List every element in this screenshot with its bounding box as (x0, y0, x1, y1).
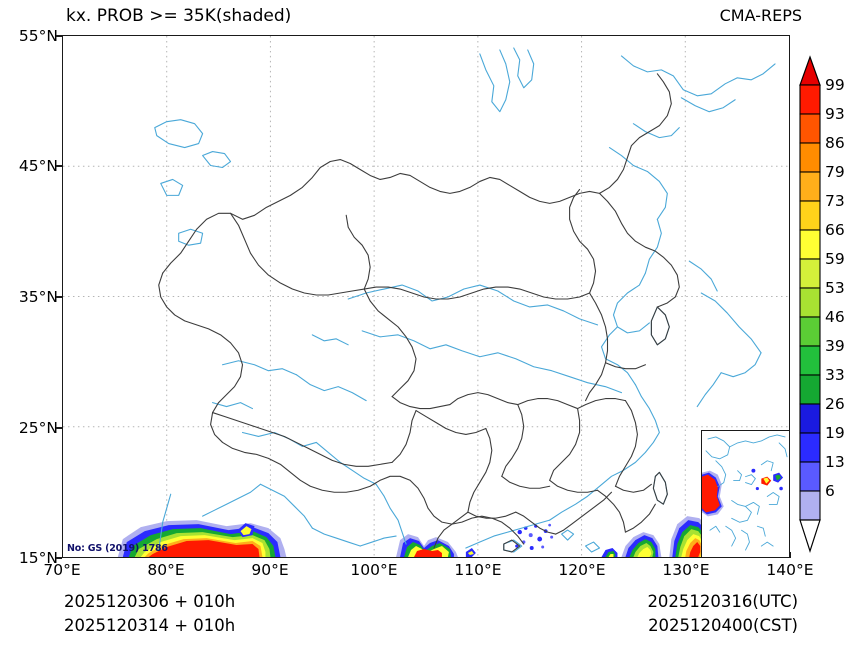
y-tick-mark (56, 165, 62, 167)
administrative-boundaries (158, 73, 680, 553)
shading-region-indochina (396, 534, 476, 557)
colorbar-tick-59: 59 (825, 250, 845, 268)
inset-map-canvas (702, 431, 789, 557)
x-tick-label-130: 130°E (662, 561, 710, 579)
y-tick-label-25: 25°N (18, 419, 58, 437)
y-tick-label-55: 55°N (18, 27, 58, 45)
x-tick-label-140: 140°E (766, 561, 814, 579)
colorbar-tick-93: 93 (825, 105, 845, 123)
colorbar-tick-73: 73 (825, 192, 845, 210)
shading-region-west (117, 520, 287, 557)
map-canvas (63, 36, 789, 557)
colorbar-tick-26: 26 (825, 395, 845, 413)
coastlines-rivers (154, 47, 776, 553)
x-tick-label-90: 90°E (251, 561, 289, 579)
inset-map-south-china-sea[interactable] (701, 430, 789, 557)
footer-init-time-cst: 2025120314 + 010h (64, 616, 236, 635)
y-tick-mark (56, 35, 62, 37)
footer-valid-time-utc: 2025120316(UTC) (647, 592, 798, 611)
model-label: CMA-REPS (719, 6, 802, 25)
colorbar-tick-46: 46 (825, 308, 845, 326)
y-tick-mark (56, 296, 62, 298)
shading-region-phsea-west (601, 532, 662, 557)
y-tick-label-35: 35°N (18, 288, 58, 306)
colorbar-tick-53: 53 (825, 279, 845, 297)
x-tick-label-110: 110°E (454, 561, 502, 579)
footer-valid-time-cst: 2025120400(CST) (648, 616, 798, 635)
colorbar-tick-79: 79 (825, 163, 845, 181)
colorbar-tick-6: 6 (825, 482, 835, 500)
y-tick-label-15: 15°N (18, 549, 58, 567)
y-tick-mark (56, 557, 62, 559)
colorbar-tick-39: 39 (825, 337, 845, 355)
colorbar-tick-13: 13 (825, 453, 845, 471)
footer-init-time-utc: 2025120306 + 010h (64, 592, 236, 611)
map-plot-area[interactable]: No: GS (2019) 1786 (62, 35, 790, 558)
colorbar-tick-99: 99 (825, 76, 845, 94)
y-tick-label-45: 45°N (18, 157, 58, 175)
x-tick-label-100: 100°E (350, 561, 398, 579)
shading-region-speckle-luzon (515, 523, 554, 551)
colorbar-tick-33: 33 (825, 366, 845, 384)
x-tick-label-120: 120°E (558, 561, 606, 579)
inset-probability-shading (702, 468, 784, 517)
y-tick-mark (56, 427, 62, 429)
colorbar-swatches (799, 55, 821, 553)
colorbar-tick-66: 66 (825, 221, 845, 239)
x-tick-label-70: 70°E (43, 561, 81, 579)
colorbar-tick-19: 19 (825, 424, 845, 442)
x-tick-label-80: 80°E (147, 561, 185, 579)
probability-shading (117, 516, 730, 557)
colorbar-tick-86: 86 (825, 134, 845, 152)
colorbar[interactable]: 99 93 86 79 73 66 59 53 46 39 33 26 19 1… (798, 55, 860, 555)
map-license-watermark: No: GS (2019) 1786 (67, 543, 168, 554)
page-title: kx. PROB >= 35K(shaded) (66, 6, 292, 26)
